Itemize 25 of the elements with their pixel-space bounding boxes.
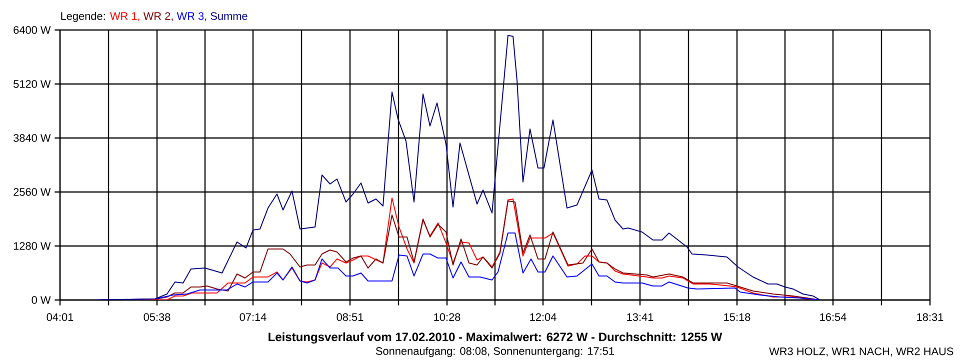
legend-title: Legende:	[61, 12, 105, 22]
x-tick-label: 13:41	[627, 313, 654, 321]
text: Leistungsverlauf vom 17.02.2010 - Maximalwert: 6272 W - Durchschnitt: 1255 W	[268, 332, 722, 344]
text: Sonnenaufgang: 08:08, Sonnenuntergang: 17:51	[376, 346, 614, 358]
x-tick-label: 12:04	[530, 313, 556, 321]
x-tick-label: 16:54	[820, 313, 846, 321]
y-tick-label: 2560 W	[14, 188, 51, 196]
y-tick-label: 5120 W	[14, 80, 51, 88]
x-tick-label: 18:31	[917, 313, 944, 321]
text: WR3 HOLZ, WR1 NACH, WR2 HAUS	[769, 347, 954, 357]
x-tick-label: 05:38	[144, 313, 170, 321]
line-series	[94, 34, 820, 300]
x-tick-label: 07:14	[240, 313, 266, 321]
x-tick-label: 04:01	[46, 313, 74, 321]
x-tick-label: 10:28	[434, 313, 460, 321]
x-tick-label: 15:18	[724, 313, 750, 321]
y-tick-label: 1280 W	[14, 242, 51, 250]
text: Summe	[210, 12, 248, 20]
x-tick-label: 08:51	[336, 313, 364, 321]
text: WR 3,	[176, 12, 206, 22]
text: WR 1,	[110, 12, 140, 22]
text: WR 2,	[143, 12, 173, 22]
y-tick-label: 3840 W	[14, 134, 51, 142]
y-tick-label: 0 W	[32, 296, 51, 304]
y-tick-label: 6400 W	[14, 26, 51, 34]
